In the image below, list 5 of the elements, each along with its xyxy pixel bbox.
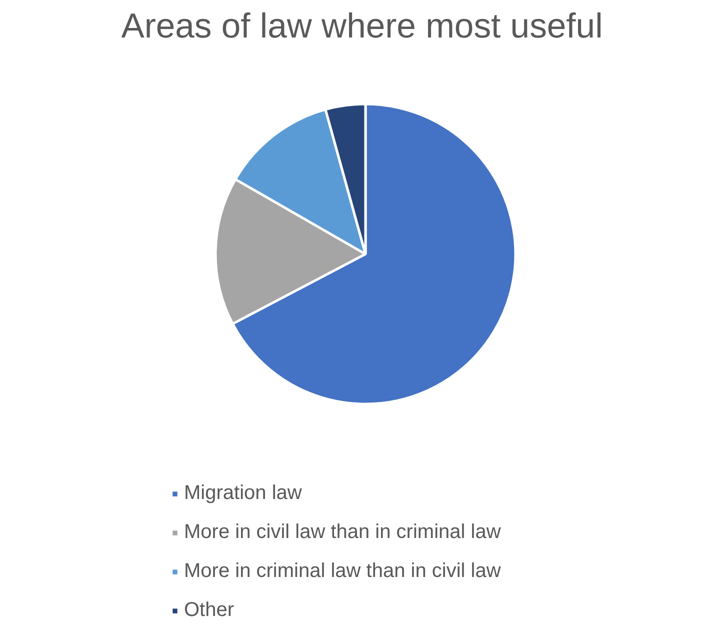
legend-label: More in civil law than in criminal law: [184, 521, 501, 544]
legend-label: Migration law: [184, 482, 302, 505]
legend-label: More in criminal law than in civil law: [184, 560, 501, 583]
legend-label: Other: [184, 599, 234, 622]
chart-title: Areas of law where most useful: [121, 8, 603, 46]
